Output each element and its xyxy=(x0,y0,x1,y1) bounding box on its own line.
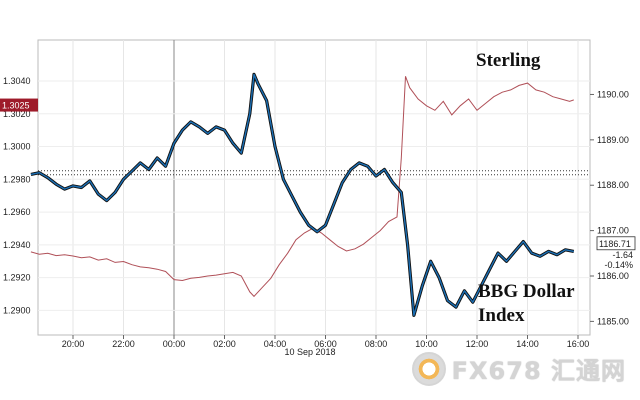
fx678-logo-icon xyxy=(411,351,446,386)
right-tick-label: 1189.00 xyxy=(597,135,629,145)
dollar-last-value-badge: 1186.71 -1.64 -0.14% xyxy=(596,236,636,270)
x-tick-label: 12:00 xyxy=(466,339,489,349)
svg-text:1.3025: 1.3025 xyxy=(2,101,30,111)
watermark-text: FX678 汇通网 xyxy=(451,357,626,385)
watermark: FX678 汇通网 xyxy=(411,351,626,386)
x-tick-label: 14:00 xyxy=(516,339,539,349)
annotation-dollar-line1: BBG Dollar xyxy=(478,281,575,302)
annotation-sterling: Sterling xyxy=(476,50,541,71)
x-tick-label: 10:00 xyxy=(415,339,438,349)
series-line-bbg-dollar-index xyxy=(30,76,574,298)
series-line-sterling xyxy=(30,73,574,316)
annotation-dollar-line2: Index xyxy=(478,305,525,326)
left-tick-label: 1.2960 xyxy=(3,207,31,217)
x-tick-label: 04:00 xyxy=(264,339,287,349)
left-tick-label: 1.2940 xyxy=(3,240,31,250)
x-tick-label: 02:00 xyxy=(213,339,236,349)
x-tick-label: 00:00 xyxy=(163,339,186,349)
left-tick-label: 1.2920 xyxy=(3,273,31,283)
right-tick-label: 1187.00 xyxy=(597,226,629,236)
right-tick-label: 1190.00 xyxy=(597,89,629,99)
x-tick-label: 20:00 xyxy=(62,339,85,349)
x-axis-date-label: 10 Sep 2018 xyxy=(284,347,335,357)
left-tick-label: 1.3000 xyxy=(3,142,31,152)
x-tick-label: 06:00 xyxy=(314,339,337,349)
left-tick-label: 1.2900 xyxy=(3,305,31,315)
right-tick-label: 1186.00 xyxy=(597,271,629,281)
sterling-last-value-badge: 1.3025 xyxy=(0,98,38,112)
left-axis-ticks: 1.2900 1.2920 1.2940 1.2960 1.2980 1.3000 1.30… xyxy=(3,76,31,315)
gridlines xyxy=(38,40,590,335)
dollar-last-change: -1.64 xyxy=(612,250,633,260)
left-tick-label: 1.2980 xyxy=(3,174,31,184)
plot-frame xyxy=(37,39,591,336)
svg-text:1186.71: 1186.71 xyxy=(599,239,631,249)
x-tick-label: 08:00 xyxy=(365,339,388,349)
x-tick-label: 16:00 xyxy=(567,339,590,349)
dollar-last-change-pct: -0.14% xyxy=(604,260,633,270)
left-tick-label: 1.3020 xyxy=(3,109,31,119)
right-tick-label: 1188.00 xyxy=(597,180,629,190)
x-axis-ticks: 20:00 22:00 00:00 02:00 04:00 06:00 08:00 10:00… xyxy=(62,335,590,349)
left-tick-label: 1.3040 xyxy=(3,76,31,86)
right-axis-ticks: 1185.00 1186.00 1187.00 1188.00 1189.00 1190.… xyxy=(590,89,629,326)
x-tick-label: 22:00 xyxy=(112,339,135,349)
right-tick-label: 1185.00 xyxy=(597,316,629,326)
